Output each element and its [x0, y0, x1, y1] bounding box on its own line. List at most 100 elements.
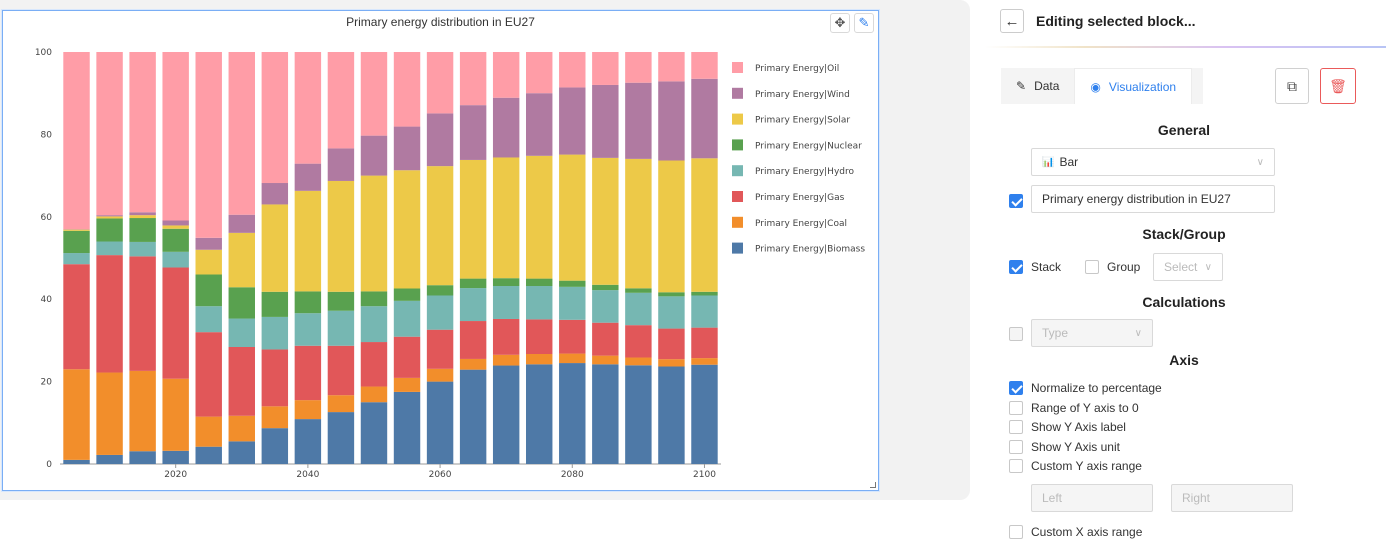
calculation-type-select[interactable]: Type ∨ [1031, 319, 1153, 347]
title-checkbox[interactable] [1009, 194, 1023, 208]
bar-segment [162, 52, 189, 221]
bar-segment [162, 450, 189, 464]
chart-block[interactable]: 0 20 40 60 80 100 2020 2040 2060 2080 2100 Primary … [2, 10, 879, 491]
bar-segment [195, 249, 222, 275]
bar-segment [625, 52, 652, 83]
bar-segment [162, 378, 189, 451]
y-tick-label: 0 [46, 460, 52, 470]
dashboard-canvas: 0 20 40 60 80 100 2020 2040 2060 2080 2100 Primary … [0, 0, 970, 500]
show-y-unit-checkbox[interactable] [1009, 440, 1023, 454]
bar-segment [592, 157, 619, 285]
tab-data-label: Data [1034, 79, 1060, 93]
bar-segment [96, 454, 123, 464]
bar-segment [195, 274, 222, 307]
copy-icon[interactable]: ⧉ [1275, 68, 1309, 104]
bar-segment [426, 285, 454, 296]
axis-section-title: Axis [1169, 352, 1199, 368]
bar-segment [393, 391, 421, 464]
bar-segment [129, 370, 156, 452]
bar-segment [63, 264, 90, 370]
stack-checkbox[interactable] [1009, 260, 1023, 274]
bar-segment [559, 87, 586, 155]
back-arrow-icon[interactable]: ← [1000, 9, 1024, 33]
group-by-select[interactable]: Select ∨ [1153, 253, 1223, 281]
bar-segment [625, 158, 652, 289]
chart-title-input[interactable]: Primary energy distribution in EU27 [1031, 185, 1275, 213]
legend-swatch [732, 191, 743, 202]
legend-label: Primary Energy|Solar [755, 116, 850, 126]
bar-segment [492, 318, 520, 355]
chart-type-value: Bar [1059, 155, 1079, 169]
x-tick-label: 2080 [561, 470, 584, 480]
bar-segment [228, 214, 255, 233]
bar-segment [162, 267, 189, 379]
bar-segment [492, 354, 520, 366]
x-tick-label: 2100 [693, 470, 716, 480]
bar-segment [559, 280, 586, 287]
bar-segment [559, 319, 586, 354]
bar-segment [327, 412, 355, 464]
bar-segment [592, 355, 619, 365]
legend-swatch [732, 139, 743, 151]
bar-segment [96, 52, 123, 216]
normalize-checkbox[interactable] [1009, 381, 1023, 395]
custom-y-range-checkbox[interactable] [1009, 459, 1023, 473]
bar-segment [625, 325, 652, 358]
resize-handle-icon[interactable] [870, 482, 876, 488]
bar-segment [327, 345, 355, 396]
bar-segment [426, 166, 454, 286]
bar-segment [526, 364, 553, 464]
bar-segment [129, 212, 156, 216]
x-tick-label: 2040 [296, 470, 319, 480]
y-range-zero-label: Range of Y axis to 0 [1031, 401, 1139, 415]
group-by-placeholder: Select [1164, 260, 1198, 274]
chevron-down-icon: ∨ [1134, 327, 1142, 339]
bar-segment [459, 52, 487, 106]
bar-segment [426, 329, 454, 369]
bar-segment [691, 78, 718, 159]
bar-segment [393, 300, 421, 337]
bar-segment [592, 84, 619, 158]
bar-segment [393, 170, 421, 289]
bar-segment [559, 52, 586, 88]
tab-visualization[interactable]: ◉ Visualization [1074, 68, 1193, 104]
bar-segment [228, 318, 255, 347]
bar-segment [360, 175, 388, 292]
tab-data[interactable]: ✎ Data [1001, 68, 1074, 104]
move-icon[interactable]: ✥ [830, 13, 850, 33]
custom-y-range-label: Custom Y axis range [1031, 459, 1142, 473]
bar-segment [492, 365, 520, 464]
x-tick-label: 2060 [429, 470, 452, 480]
y-tick-label: 100 [35, 48, 52, 58]
bar-segment [492, 97, 520, 158]
y-tick-label: 80 [41, 130, 53, 140]
legend-label: Primary Energy|Coal [755, 219, 847, 229]
bar-segment [96, 218, 123, 242]
edit-icon[interactable]: ✎ [854, 13, 874, 33]
bar-segment [96, 216, 123, 219]
bar-segment [327, 310, 355, 346]
y-range-right-input[interactable]: Right [1171, 484, 1293, 512]
bar-segment [526, 52, 553, 94]
calculations-checkbox[interactable] [1009, 327, 1023, 341]
bar-segment [261, 291, 289, 317]
bar-segment [526, 353, 553, 365]
bar-segment [691, 327, 718, 359]
y-range-zero-checkbox[interactable] [1009, 401, 1023, 415]
bar-segment [658, 359, 685, 367]
bar-segment [327, 148, 355, 181]
show-y-label-checkbox[interactable] [1009, 420, 1023, 434]
bar-segment [459, 105, 487, 160]
bar-segment [360, 402, 388, 464]
show-y-unit-label: Show Y Axis unit [1031, 440, 1120, 454]
group-checkbox[interactable] [1085, 260, 1099, 274]
bar-segment [96, 255, 123, 373]
trash-icon[interactable]: 🗑 [1320, 68, 1356, 104]
y-range-left-input[interactable]: Left [1031, 484, 1153, 512]
chart-type-select[interactable]: 📊 Bar ∨ [1031, 148, 1275, 176]
bar-segment [625, 288, 652, 293]
custom-x-range-checkbox[interactable] [1009, 525, 1023, 539]
bar-segment [625, 365, 652, 464]
bar-segment [526, 286, 553, 320]
chart-title: Primary energy distribution in EU27 [346, 15, 535, 29]
